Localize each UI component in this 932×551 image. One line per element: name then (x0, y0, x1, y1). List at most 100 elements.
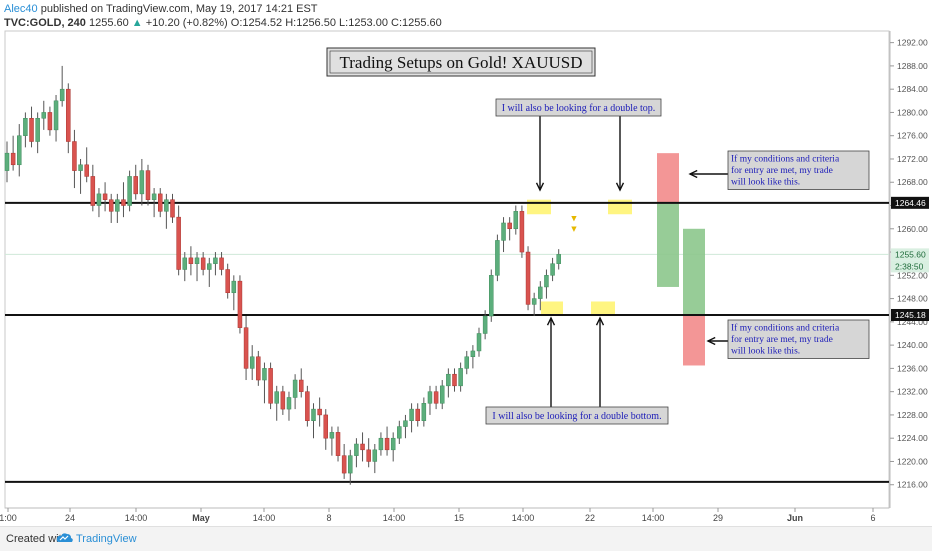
y-tick-label: 1260.00 (897, 224, 928, 234)
tradingview-brand-link[interactable]: TradingView (76, 533, 137, 545)
double-bottom-zone-1 (541, 301, 563, 317)
y-tick-label: 1228.00 (897, 410, 928, 420)
high-value: H:1256.50 (285, 17, 336, 29)
candle (53, 100, 59, 131)
x-tick-label: 24 (65, 513, 75, 523)
created-with-text: Created with (6, 533, 68, 545)
symbol-label: TVC:GOLD, 240 (4, 17, 86, 29)
x-tick-label: 22 (585, 513, 595, 523)
y-tick-label: 1220.00 (897, 456, 928, 466)
candle (519, 211, 525, 253)
candle (489, 275, 494, 317)
y-tick-label: 1248.00 (897, 294, 928, 304)
candle (470, 350, 476, 358)
candle (464, 356, 469, 369)
author-link[interactable]: Alec40 (4, 3, 38, 15)
short-trade-note: If my conditions and criteria for entry a… (731, 154, 840, 188)
candle (415, 408, 420, 421)
candle (213, 257, 218, 264)
candle (446, 373, 451, 387)
candle (397, 426, 402, 439)
candle (151, 193, 157, 200)
candle (207, 263, 212, 270)
close-value: C:1255.60 (391, 17, 442, 29)
candle (439, 385, 445, 404)
double-top-arrow-2-head (615, 182, 625, 192)
title-box (326, 47, 596, 77)
candle (243, 327, 249, 369)
candle (317, 408, 322, 416)
title-inner-frame (329, 50, 593, 74)
support-price-tag: 1245.18 (895, 310, 926, 320)
support-price-tag-bg (891, 308, 929, 321)
candle (108, 199, 114, 212)
y-tick-label: 1236.00 (897, 363, 928, 373)
long-trade-stop-box (683, 314, 705, 366)
resistance-price-tag: 1264.46 (895, 198, 926, 208)
y-tick-label: 1240.00 (897, 340, 928, 350)
open-value: O:1254.52 (230, 17, 283, 29)
double-bottom-arrow-1-head (546, 316, 556, 326)
candle (188, 257, 194, 264)
candle (256, 356, 261, 381)
candle (372, 449, 378, 462)
header-line-1: Alec40 published on TradingView.com, May… (4, 3, 318, 15)
y-tick-label: 1284.00 (897, 84, 928, 94)
change-arrow-icon: ▲ (131, 17, 143, 29)
y-tick-label: 1288.00 (897, 61, 928, 71)
y-tick-label: 1280.00 (897, 107, 928, 117)
candle (72, 141, 77, 171)
candle (280, 391, 286, 410)
candle (298, 379, 304, 392)
candle (29, 118, 34, 142)
short-trade-arrow-head (688, 169, 698, 179)
candle (556, 254, 561, 264)
y-tick-label: 1232.00 (897, 387, 928, 397)
y-tick-label: 1244.00 (897, 317, 928, 327)
candle (525, 251, 531, 305)
candle (305, 391, 310, 421)
candle (182, 257, 188, 270)
candle (121, 199, 126, 206)
price-chart[interactable]: 1292.00 1288.00 1284.00 1280.00 1276.00 1272.… (0, 0, 932, 526)
candle (262, 368, 267, 381)
candle (78, 164, 83, 171)
chart-title: Trading Setups on Gold! XAUUSD (339, 53, 582, 72)
candle (139, 170, 145, 195)
candle (90, 176, 96, 206)
long-trade-note: If my conditions and criteria for entry a… (731, 323, 840, 357)
candle (231, 280, 237, 294)
countdown-tag-bg (891, 260, 929, 273)
last-price-tag-bg (891, 248, 929, 261)
chart-header: Alec40 published on TradingView.com, May… (0, 0, 932, 30)
last-price-tag: 1255.60 (895, 249, 926, 259)
candle (47, 112, 53, 131)
double-top-arrow-1-head (535, 182, 545, 192)
candle (433, 391, 439, 404)
candle (23, 118, 28, 136)
x-tick-label: 14:00 (383, 513, 406, 523)
candle (378, 437, 384, 451)
candle (66, 88, 71, 142)
candle (249, 356, 255, 369)
candle (115, 199, 120, 212)
change-value: +10.20 (+0.82%) (145, 17, 228, 29)
x-tick-label: 14:00 (642, 513, 665, 523)
candle (237, 280, 243, 328)
plot-area (4, 30, 890, 509)
candle (341, 455, 347, 474)
y-tick-label: 1272.00 (897, 154, 928, 164)
candle (348, 455, 353, 474)
header-line-2: TVC:GOLD, 240 1255.60 ▲ +10.20 (+0.82%) … (4, 17, 442, 29)
candle (354, 443, 359, 456)
candle (164, 199, 169, 212)
candle (476, 333, 482, 352)
countdown-tag: 2:38:50 (895, 261, 924, 271)
candle (41, 112, 47, 119)
x-tick-label: 1:00 (0, 513, 17, 523)
candle (35, 118, 40, 142)
low-value: L:1253.00 (339, 17, 388, 29)
candle (329, 432, 335, 439)
candle (268, 368, 273, 404)
candle (176, 216, 181, 270)
